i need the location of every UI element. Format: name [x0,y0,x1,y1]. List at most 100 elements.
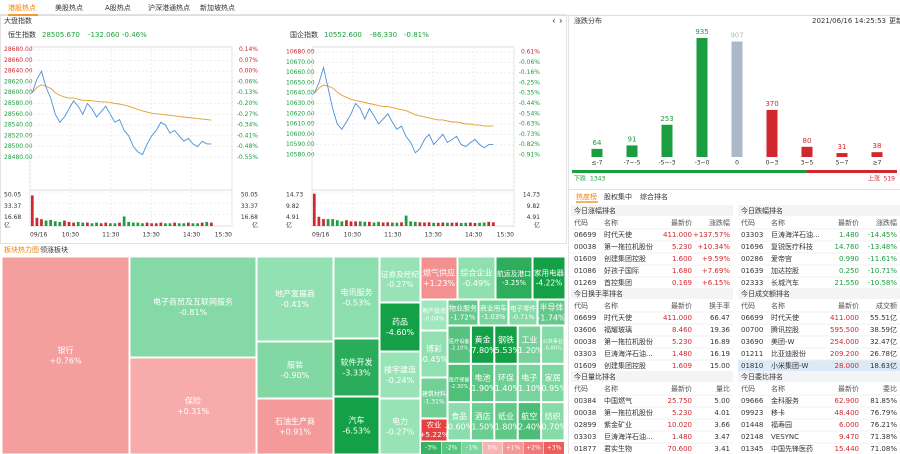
sector-change[interactable]: -0.95% [539,384,568,393]
stock-price[interactable]: 5.230 [672,243,692,251]
stock-code[interactable]: 02148 [741,433,763,441]
stock-name[interactable]: 紫金矿业 [604,420,632,429]
sector-change[interactable]: -1.03% [482,313,506,321]
stock-code[interactable]: 03690 [741,338,763,346]
heatmap-title[interactable]: 板块热力图 [4,245,39,254]
heatmap-cell[interactable] [379,302,421,352]
sector-change[interactable]: -1.31% [423,399,445,406]
sector-change[interactable]: -0.45% [420,355,449,364]
heatmap-cell[interactable] [537,299,566,326]
stock-code[interactable]: 09923 [741,409,763,417]
heatmap-cell[interactable] [494,363,518,403]
sector-change[interactable]: -2.40% [515,422,544,431]
sector-name[interactable]: 石油生产商 [275,416,315,426]
sector-change[interactable]: -1.40% [492,384,521,393]
stock-name[interactable]: 中国燃气 [604,396,632,405]
stock-name[interactable]: 时代天使 [604,230,632,239]
stock-metric[interactable]: 19.36 [710,326,731,334]
heatmap-cell[interactable] [333,256,380,339]
stock-name[interactable]: 小米集团-W [771,361,809,370]
stock-price[interactable]: 209.200 [830,350,859,358]
stock-price[interactable]: 21.550 [835,279,860,287]
sector-change[interactable]: -0.81% [179,308,208,317]
sector-name[interactable]: 建筑材料 [422,390,446,398]
heatmap-cell[interactable] [517,325,542,364]
stock-metric[interactable]: 18.63亿 [870,361,897,370]
sector-change[interactable]: -4.60% [386,328,415,337]
stock-code[interactable]: 00286 [741,255,764,263]
stock-name[interactable]: VESYNC [771,433,799,441]
stock-metric[interactable]: 3.66 [714,421,730,429]
heatmap-cell[interactable] [478,299,509,326]
stock-code[interactable]: 00038 [574,243,596,251]
sector-change[interactable]: -1.80% [492,422,521,431]
heatmap-cell[interactable] [517,402,542,441]
heatmap-cell[interactable] [379,351,421,399]
stock-metric[interactable]: 66.47 [710,314,730,322]
heatmap-cell[interactable] [517,363,542,403]
top-tab[interactable]: 美股热点 [55,3,83,12]
stock-name[interactable]: 移卡 [771,408,785,417]
heatmap-cell[interactable] [447,363,471,403]
stock-name[interactable]: 福耀玻璃 [604,325,632,334]
heatmap-cell[interactable] [420,299,448,331]
sector-change[interactable]: -0.41% [281,300,310,309]
sector-name[interactable]: 电讯服务 [341,287,373,297]
stock-code[interactable]: 01696 [741,243,764,251]
stock-price[interactable]: 0.250 [839,267,859,275]
stock-code[interactable]: 06699 [741,314,763,322]
stock-metric[interactable]: 4.01 [714,409,730,417]
heatmap-cell[interactable] [420,330,448,378]
stock-price[interactable]: 0.169 [672,279,692,287]
sector-change[interactable]: -1.20% [515,346,544,355]
sector-name[interactable]: 食品 [451,411,467,421]
stock-price[interactable]: 1.480 [672,433,692,441]
sector-change[interactable]: -1.90% [468,384,497,393]
stock-price[interactable]: 14.760 [835,243,860,251]
sector-name[interactable]: 钢铁 [498,334,514,344]
stock-price[interactable]: 411.000 [663,231,692,239]
stock-metric[interactable]: -14.45% [868,231,898,239]
stock-price[interactable]: 1.600 [672,255,692,263]
stock-price[interactable]: 595.500 [830,326,859,334]
stock-price[interactable]: 1.609 [672,362,692,370]
sector-change[interactable]: -0.27% [387,280,414,289]
heatmap-cell[interactable] [420,418,448,442]
stock-name[interactable]: 比亚迪股份 [771,349,806,358]
stock-code[interactable]: 03303 [574,433,596,441]
stock-code[interactable]: 00038 [574,338,596,346]
stock-metric[interactable]: 15.00 [710,362,730,370]
top-tab[interactable]: 新加坡热点 [200,3,235,12]
stock-name[interactable]: 加达控股 [771,266,799,275]
sector-change[interactable]: -7.80% [468,346,497,355]
sector-change[interactable]: -5.53% [492,346,521,355]
stock-metric[interactable]: 3.41 [714,445,730,453]
heatmap-cell[interactable] [379,256,421,303]
sector-name[interactable]: 博彩 [426,344,442,354]
stock-metric[interactable]: 76.21% [870,421,897,429]
heatmap-cell[interactable] [494,325,518,364]
stock-price[interactable]: 70.600 [668,445,693,453]
sector-name[interactable]: 电子 [521,373,537,383]
stock-metric[interactable]: +6.15% [702,279,730,287]
stock-metric[interactable]: 26.78亿 [870,349,897,358]
prev-arrow[interactable]: ‹ [552,17,556,27]
heatmap-cell[interactable] [447,325,471,364]
stock-code[interactable]: 06699 [574,231,596,239]
sector-name[interactable]: 燃气供应 [423,268,455,278]
sector-name[interactable]: 物业服务 [449,303,477,312]
stock-name[interactable]: 巨涛海洋石油... [771,230,820,239]
stock-name[interactable]: 好孩子国际 [604,266,639,275]
stock-code[interactable]: 03606 [574,326,597,334]
stock-price[interactable]: 5.230 [672,409,692,417]
sector-name[interactable]: 医疗保健 [449,376,469,383]
stock-name[interactable]: 巨涛海洋石油... [604,349,653,358]
sector-change[interactable]: -0.80% [544,346,562,352]
heatmap-cell[interactable] [470,325,495,364]
stock-code[interactable]: 01269 [574,279,596,287]
stock-metric[interactable]: +137.57% [693,231,730,239]
sector-change[interactable]: -3.25% [502,279,527,287]
sector-name[interactable]: 电力 [392,416,408,426]
stock-price[interactable]: 25.750 [668,397,693,405]
sector-name[interactable]: 航空 [521,411,537,421]
